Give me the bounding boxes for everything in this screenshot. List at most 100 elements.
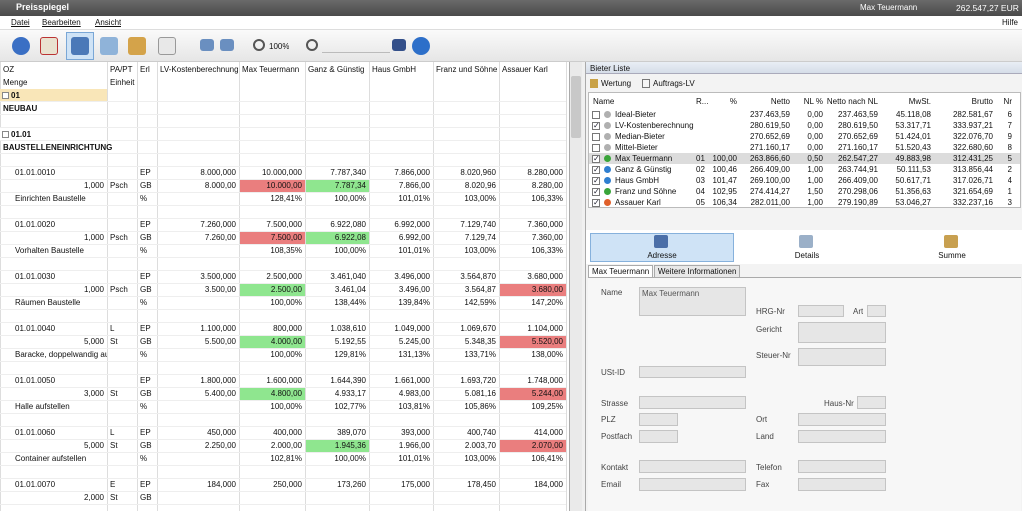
text-field[interactable]	[639, 430, 678, 443]
zoom-level[interactable]: 100%	[269, 42, 290, 51]
tool-icon	[642, 79, 650, 88]
row-line	[0, 504, 566, 505]
text-field[interactable]	[798, 322, 886, 343]
cell: 102,81%	[270, 454, 302, 463]
menu-item[interactable]: Datei	[11, 18, 30, 27]
checkbox[interactable]: ✓	[592, 199, 600, 207]
menu-item[interactable]: Bearbeiten	[42, 18, 81, 27]
cell: 49.883,98	[895, 154, 931, 163]
field-label: Steuer-Nr	[756, 351, 791, 360]
text-field[interactable]	[639, 478, 746, 491]
scroll-thumb[interactable]	[571, 76, 581, 138]
field-label: Art	[853, 307, 864, 316]
cell: Psch	[110, 285, 128, 294]
expander[interactable]	[2, 92, 9, 99]
cell: 414,000	[534, 428, 563, 437]
checkbox[interactable]	[592, 144, 600, 152]
cell: 1,000	[83, 233, 104, 242]
panel-tool[interactable]: Wertung	[601, 79, 632, 88]
search-box[interactable]	[322, 38, 390, 53]
field-label: Kontakt	[601, 463, 629, 472]
checkbox[interactable]: ✓	[592, 166, 600, 174]
cell: 1,000	[83, 285, 104, 294]
cell: 3.500,00	[204, 285, 236, 294]
column-header: MwSt.	[908, 97, 931, 106]
field-label: USt-ID	[601, 368, 625, 377]
tool-button[interactable]	[220, 39, 234, 51]
text-field[interactable]	[798, 348, 886, 366]
price-grid: OZ PA/PT Erl LV-Kostenberechnung Max Teuerma…	[0, 62, 570, 511]
cell: 100,00%	[334, 454, 366, 463]
panel-header: Bieter Liste	[586, 62, 1022, 74]
nav-button[interactable]: Adresse	[647, 251, 677, 260]
bidder-name: Ganz & Günstig	[615, 165, 672, 174]
cell: 3.500,000	[200, 272, 236, 281]
checkbox[interactable]: ✓	[592, 122, 600, 130]
cell: GB	[140, 337, 152, 346]
tool-button[interactable]	[100, 37, 118, 55]
text-field[interactable]	[798, 478, 886, 491]
nav-button[interactable]: Summe	[938, 251, 966, 260]
text-field[interactable]	[798, 305, 844, 317]
row-line	[0, 140, 566, 141]
column-header: Netto	[770, 97, 790, 106]
button-icon[interactable]	[654, 235, 668, 248]
cell: 237.463,59	[749, 110, 790, 119]
cell: 3.496,000	[394, 272, 430, 281]
tool-button[interactable]	[200, 39, 214, 51]
text-field[interactable]	[798, 413, 886, 426]
expander[interactable]	[2, 131, 9, 138]
menu-help[interactable]: Hilfe	[1001, 18, 1018, 27]
column-header: NL %	[803, 97, 823, 106]
tool-button[interactable]	[128, 37, 146, 55]
cell: Vorhalten Baustelle	[15, 246, 84, 255]
text-field[interactable]	[857, 396, 886, 409]
cell: Psch	[110, 181, 128, 190]
help-button[interactable]	[412, 37, 430, 55]
group-heading: NEUBAU	[3, 104, 38, 113]
zoom-in[interactable]	[253, 39, 265, 51]
info-button[interactable]	[12, 37, 30, 55]
cell: 1,000	[83, 181, 104, 190]
button-icon[interactable]	[799, 235, 813, 248]
text-field[interactable]: Max Teuermann	[639, 287, 746, 316]
checkbox[interactable]: ✓	[592, 155, 600, 163]
nav-button[interactable]: Details	[794, 251, 820, 260]
status-dot	[604, 177, 611, 184]
cell: 1.069,670	[460, 324, 496, 333]
checkbox[interactable]	[592, 111, 600, 119]
menu-item[interactable]: Ansicht	[95, 18, 122, 27]
text-field[interactable]	[639, 396, 746, 409]
bidders-button-active[interactable]	[66, 32, 94, 60]
checkbox[interactable]: ✓	[592, 177, 600, 185]
tool-button[interactable]	[158, 37, 176, 55]
button-icon[interactable]	[944, 235, 958, 248]
text-field[interactable]	[798, 430, 886, 443]
cell: 138,44%	[334, 298, 366, 307]
cell: Container aufstellen	[15, 454, 87, 463]
tab[interactable]: Weitere Informationen	[653, 265, 741, 277]
find-button[interactable]	[392, 39, 406, 51]
cell: 133,71%	[464, 350, 496, 359]
tab[interactable]: Max Teuermann	[588, 265, 654, 277]
zoom-out[interactable]	[306, 39, 318, 51]
text-field[interactable]	[867, 305, 886, 317]
text-field[interactable]	[639, 366, 746, 378]
cell: 393,000	[401, 428, 430, 437]
column-header: Menge	[3, 78, 28, 87]
text-field[interactable]	[798, 460, 886, 473]
cell: L	[110, 428, 115, 437]
cell: 131,13%	[398, 350, 430, 359]
text-field[interactable]	[639, 460, 746, 473]
row-line	[0, 127, 566, 128]
doc-button[interactable]	[40, 37, 58, 55]
checkbox[interactable]	[592, 133, 600, 141]
cell: 1.945,36	[306, 440, 369, 452]
cell: 03	[696, 176, 705, 185]
tree-node: 01	[11, 91, 20, 100]
scrollbar[interactable]	[570, 62, 582, 511]
checkbox[interactable]: ✓	[592, 188, 600, 196]
panel-tool[interactable]: Auftrags-LV	[653, 79, 695, 88]
bidders-button[interactable]	[71, 37, 89, 55]
text-field[interactable]	[639, 413, 678, 426]
